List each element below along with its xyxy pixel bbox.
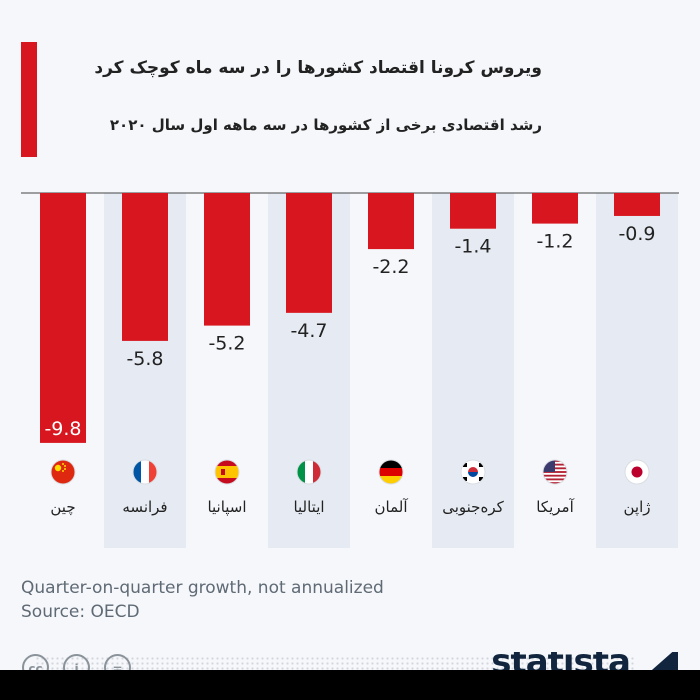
category-label: فرانسه: [122, 498, 167, 516]
category-label: آمریکا: [536, 498, 574, 516]
source-note: Source: OECD: [21, 602, 140, 622]
bar-chart: -9.8 چین -5.8 فرانسه -5.2 اسپانیا -4.7 ایتالیا -…: [21, 192, 679, 548]
usa-flag-icon: [542, 459, 568, 485]
data-label: -9.8: [44, 418, 81, 440]
data-label: -5.2: [208, 333, 245, 355]
data-label: -2.2: [372, 256, 409, 278]
bar[interactable]: [614, 193, 660, 216]
data-label: -1.4: [454, 236, 491, 258]
data-label: -5.8: [126, 348, 163, 370]
category-label: اسپانیا: [207, 498, 246, 517]
spain-flag-icon: [214, 459, 240, 485]
column-band: [432, 193, 514, 548]
china-flag-icon: [50, 459, 76, 485]
chart-title: ویروس کرونا اقتصاد کشورها را در سه ماه ک…: [94, 58, 542, 78]
france-flag-icon: [132, 459, 158, 485]
data-label: -0.9: [618, 223, 655, 245]
category-label: ژاپن: [623, 498, 650, 517]
bar[interactable]: [368, 193, 414, 250]
category-label: کره‌جنوبی: [442, 498, 504, 516]
bar[interactable]: [532, 193, 578, 224]
italy-flag-icon: [296, 459, 322, 485]
footnote: Quarter-on-quarter growth, not annualize…: [21, 578, 384, 598]
south-korea-flag-icon: [460, 459, 486, 485]
data-label: -4.7: [290, 320, 327, 342]
bar[interactable]: [122, 193, 168, 341]
bar[interactable]: [286, 193, 332, 313]
accent-bar: [21, 42, 37, 157]
category-label: چین: [50, 498, 75, 516]
column-band: [596, 193, 678, 548]
chart-subtitle: رشد اقتصادی برخی از کشورها در سه ماهه او…: [109, 116, 542, 134]
bar[interactable]: [40, 193, 86, 443]
data-label: -1.2: [536, 231, 573, 253]
category-label: آلمان: [375, 498, 409, 516]
bottom-edge: [0, 670, 700, 700]
category-label: ایتالیا: [293, 498, 324, 516]
japan-flag-icon: [624, 459, 650, 485]
germany-flag-icon: [378, 459, 404, 485]
bar[interactable]: [204, 193, 250, 326]
bar[interactable]: [450, 193, 496, 229]
